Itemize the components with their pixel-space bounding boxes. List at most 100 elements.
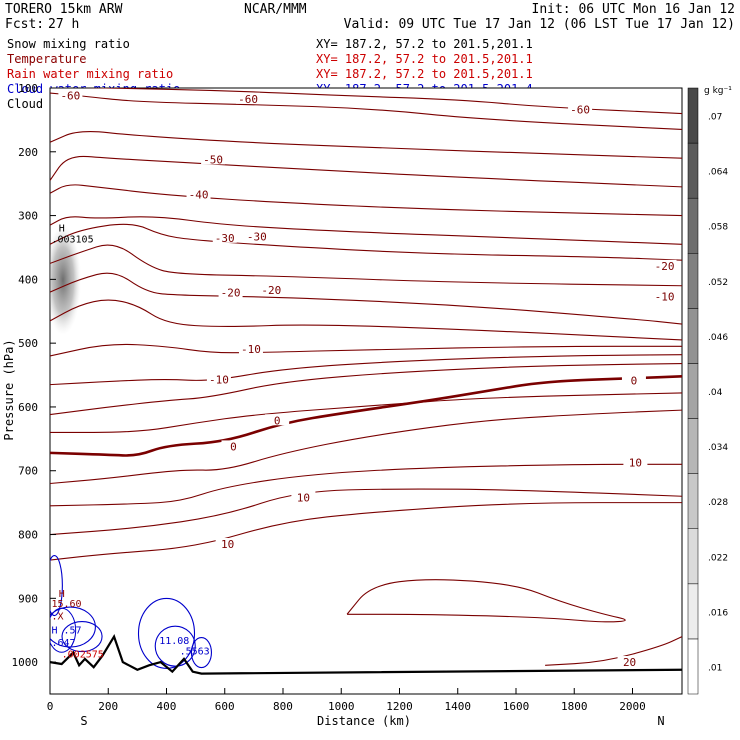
isotherm-line bbox=[50, 392, 682, 434]
isotherm-label-bg bbox=[221, 440, 246, 452]
colorbar-swatch bbox=[687, 528, 699, 585]
isotherm-label-bg bbox=[201, 153, 226, 165]
extremum-label: H bbox=[59, 589, 65, 600]
x-axis-label: Distance (km) bbox=[317, 714, 411, 728]
isotherm-label: 10 bbox=[221, 538, 234, 551]
colorbar-tick-label: .064 bbox=[708, 168, 728, 178]
y-tick-label: 700 bbox=[18, 465, 38, 478]
isotherm-label: -30 bbox=[215, 232, 235, 245]
isotherm-label: 0 bbox=[274, 414, 281, 427]
y-tick-label: 200 bbox=[18, 146, 38, 159]
colorbar-swatch bbox=[687, 87, 699, 144]
x-tick-label: 600 bbox=[215, 700, 235, 713]
y-tick-label: 900 bbox=[18, 592, 38, 605]
colorbar-tick-label: .04 bbox=[708, 388, 723, 398]
legend-xy-range: XY= 187.2, 57.2 to 201.5,201.1 bbox=[316, 52, 533, 66]
plot-frame bbox=[49, 87, 683, 695]
center-title: NCAR/MMM bbox=[244, 2, 307, 17]
colorbar-tick-label: .022 bbox=[708, 553, 728, 563]
colorbar-tick-label: .028 bbox=[708, 498, 728, 508]
freezing-level-line bbox=[50, 375, 682, 457]
isotherm-line bbox=[50, 502, 682, 561]
isotherm-label: -40 bbox=[189, 188, 209, 201]
fcst-value: 27 h bbox=[48, 17, 79, 32]
colorbar-swatch bbox=[687, 363, 699, 419]
colorbar-swatch bbox=[687, 638, 699, 695]
legend-field-label: Temperature bbox=[7, 52, 86, 66]
extremum-label: H bbox=[59, 224, 65, 235]
isotherm-label: 10 bbox=[297, 491, 310, 504]
cloud-water-contours bbox=[50, 555, 212, 669]
x-tick-label: 1600 bbox=[503, 700, 530, 713]
x-tick-label: 2000 bbox=[619, 700, 646, 713]
colorbar-units: g kg⁻¹ bbox=[704, 86, 732, 96]
colorbar-swatch bbox=[687, 473, 699, 529]
snow-shading-area bbox=[50, 225, 81, 335]
isotherm-label: -30 bbox=[247, 231, 267, 244]
isotherm-line bbox=[50, 244, 682, 287]
isotherm-line bbox=[50, 463, 682, 507]
isotherm-label-bg bbox=[621, 374, 646, 386]
extremum-label: .002575 bbox=[62, 650, 104, 661]
x-tick-label: 1000 bbox=[328, 700, 355, 713]
isotherm-label-bg bbox=[617, 656, 642, 668]
extremum-label: 11.08 bbox=[159, 636, 189, 647]
y-tick-label: 600 bbox=[18, 401, 38, 414]
isotherm-line bbox=[50, 488, 682, 536]
colorbar-tick-label: .016 bbox=[708, 608, 728, 618]
colorbar-swatch bbox=[687, 583, 699, 640]
isotherm-label-bg bbox=[244, 230, 269, 242]
y-tick-label: 100 bbox=[18, 82, 38, 95]
isotherm-line bbox=[50, 131, 682, 159]
isotherm-label: -60 bbox=[60, 90, 80, 103]
isotherm-label-bg bbox=[206, 373, 231, 385]
y-tick-label: 300 bbox=[18, 210, 38, 223]
colorbar-tick-label: .058 bbox=[708, 223, 728, 233]
isotherm-line bbox=[545, 636, 682, 666]
isotherm-label: -20 bbox=[221, 287, 241, 300]
shading-colorbar: .01 .016 .022 .028 .034 .04 .046 .052 .058 .064 .0… bbox=[687, 87, 728, 695]
x-tick-label: 200 bbox=[98, 700, 118, 713]
isotherm-line bbox=[50, 184, 682, 217]
isotherm-label: -60 bbox=[238, 93, 258, 106]
x-tick-label: 1800 bbox=[561, 700, 588, 713]
isotherm-label-bg bbox=[236, 92, 261, 104]
isotherm-label: -20 bbox=[261, 284, 281, 297]
cloud-water-contour bbox=[154, 625, 196, 667]
isotherm-label-bg bbox=[218, 286, 243, 298]
colorbar-tick-label: .046 bbox=[708, 333, 728, 343]
colorbar-tick-label: .034 bbox=[708, 443, 728, 453]
isotherm-line bbox=[50, 299, 682, 341]
isotherm-label-bg bbox=[652, 259, 677, 271]
model-title: TORERO 15km ARW bbox=[5, 2, 123, 17]
terrain-line bbox=[50, 634, 682, 675]
x-tick-label: 1400 bbox=[444, 700, 471, 713]
legend-field-label: Rain water mixing ratio bbox=[7, 67, 173, 81]
init-time: Init: 06 UTC Mon 16 Jan 12 bbox=[532, 2, 736, 17]
cloud-water-contour bbox=[61, 621, 103, 653]
x-tick-label: 400 bbox=[157, 700, 177, 713]
isotherm-line bbox=[50, 363, 682, 416]
colorbar-tick-label: .01 bbox=[708, 663, 722, 673]
isotherm-label-bg bbox=[215, 538, 240, 550]
isotherm-label-bg bbox=[623, 456, 648, 468]
isotherm-line bbox=[50, 409, 682, 485]
extremum-label: .5563 bbox=[180, 646, 210, 657]
legend-field-label: Snow mixing ratio bbox=[7, 37, 130, 51]
x-tick-label: 800 bbox=[273, 700, 293, 713]
extremum-label: .003105 bbox=[51, 234, 93, 245]
y-tick-label: 1000 bbox=[12, 656, 39, 669]
isotherm-label-bg bbox=[238, 342, 263, 354]
isotherm-line bbox=[50, 223, 682, 261]
temperature-contour-labels: -60 -60 -60 -50 -40 -30 -30 -20 -20 -20 -10 -10 -10 0… bbox=[58, 89, 677, 669]
y-tick-label: 400 bbox=[18, 273, 38, 286]
y-tick-label: 500 bbox=[18, 337, 38, 350]
isotherm-label: -10 bbox=[209, 373, 229, 386]
extremum-label: 15.60 bbox=[51, 599, 81, 610]
isotherm-label-bg bbox=[265, 414, 290, 426]
cloud-water-contour bbox=[50, 607, 77, 653]
cloud-water-contour bbox=[190, 636, 212, 669]
colorbar-swatch bbox=[687, 418, 699, 474]
isotherm-line bbox=[83, 88, 682, 115]
